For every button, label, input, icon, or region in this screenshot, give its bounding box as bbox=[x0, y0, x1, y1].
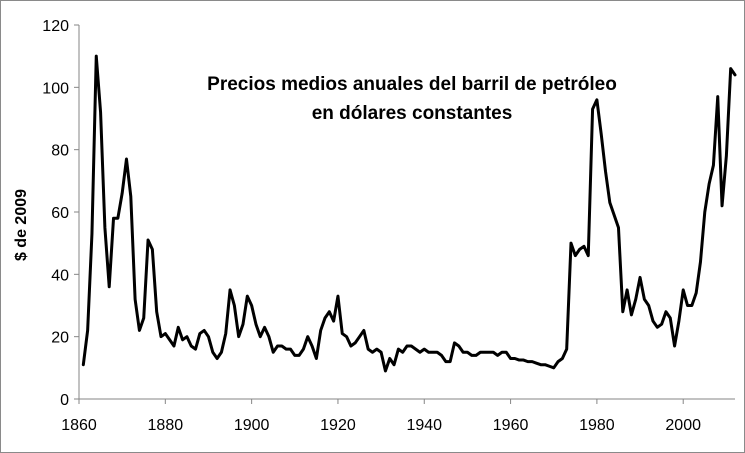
chart-title-line-1: Precios medios anuales del barril de pet… bbox=[207, 74, 617, 95]
x-tick-label: 2000 bbox=[665, 417, 701, 434]
y-axis-label: $ de 2009 bbox=[13, 189, 30, 261]
y-tick-label: 40 bbox=[51, 267, 69, 284]
x-tick-label: 1900 bbox=[234, 417, 270, 434]
y-tick-label: 120 bbox=[42, 18, 69, 35]
y-tick-label: 20 bbox=[51, 330, 69, 347]
x-tick-label: 1880 bbox=[148, 417, 184, 434]
x-tick-label: 1940 bbox=[406, 417, 442, 434]
x-tick-label: 1960 bbox=[493, 417, 529, 434]
x-tick-label: 1920 bbox=[320, 417, 356, 434]
chart-title-line-2: en dólares constantes bbox=[312, 103, 513, 124]
x-axis: 1860 1880 1900 1920 1940 1960 1980 2000 bbox=[61, 398, 735, 434]
series-line-0 bbox=[81, 54, 737, 373]
y-tick-label: 100 bbox=[42, 80, 69, 97]
y-tick-label: 80 bbox=[51, 143, 69, 160]
series-group bbox=[81, 54, 737, 373]
y-tick-label: 60 bbox=[51, 205, 69, 222]
x-tick-label: 1980 bbox=[579, 417, 615, 434]
y-axis: 0 20 40 60 80 100 120 bbox=[42, 18, 80, 409]
x-tick-label: 1860 bbox=[61, 417, 97, 434]
y-tick-label: 0 bbox=[60, 392, 69, 409]
